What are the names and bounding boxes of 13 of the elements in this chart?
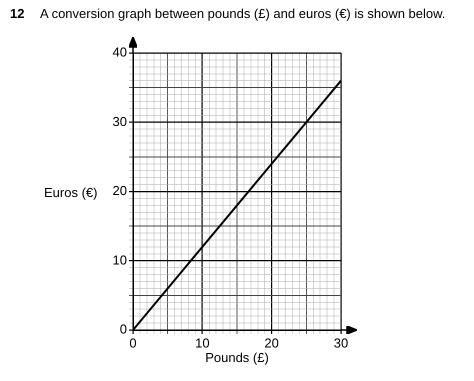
chart-title: A conversion graph between pounds (£) and euros (€) is shown below. bbox=[40, 6, 446, 21]
y-axis-title: Euros (€) bbox=[44, 185, 98, 200]
x-tick-label: 10 bbox=[195, 335, 210, 350]
y-tick-label: 40 bbox=[112, 44, 127, 60]
x-tick-label: 30 bbox=[334, 335, 348, 350]
x-axis-title: Pounds (£) bbox=[204, 350, 270, 365]
text: 12 bbox=[10, 6, 24, 21]
y-tick-label: 30 bbox=[112, 114, 127, 129]
y-tick-label: 10 bbox=[112, 252, 127, 268]
y-tick-label: 20 bbox=[112, 183, 127, 198]
x-tick-label: 0 bbox=[129, 335, 137, 350]
x-tick-label: 20 bbox=[264, 335, 279, 350]
y-tick-label: 0 bbox=[120, 322, 127, 337]
